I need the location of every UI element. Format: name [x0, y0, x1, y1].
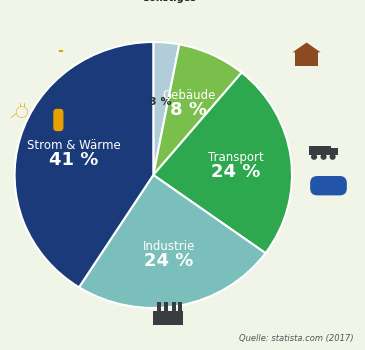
Wedge shape	[153, 42, 179, 175]
FancyBboxPatch shape	[153, 311, 182, 325]
FancyBboxPatch shape	[178, 302, 182, 311]
Text: Industrie: Industrie	[143, 239, 195, 253]
Text: Strom & Wärme: Strom & Wärme	[27, 139, 120, 152]
Wedge shape	[153, 72, 292, 253]
Text: 24 %: 24 %	[211, 163, 261, 181]
FancyBboxPatch shape	[310, 146, 331, 155]
Wedge shape	[79, 175, 265, 308]
Circle shape	[319, 187, 325, 192]
FancyBboxPatch shape	[53, 109, 64, 131]
Circle shape	[331, 187, 337, 192]
Circle shape	[55, 124, 62, 131]
Text: Sonstiges: Sonstiges	[142, 0, 196, 3]
Text: 8 %: 8 %	[170, 101, 207, 119]
Text: 41 %: 41 %	[49, 151, 98, 169]
Circle shape	[320, 154, 327, 160]
Circle shape	[330, 154, 336, 160]
FancyBboxPatch shape	[310, 176, 347, 195]
Text: Quelle: statista.com (2017): Quelle: statista.com (2017)	[239, 334, 354, 343]
Circle shape	[311, 154, 317, 160]
FancyBboxPatch shape	[157, 302, 161, 311]
Polygon shape	[322, 179, 336, 183]
FancyBboxPatch shape	[172, 302, 176, 311]
FancyBboxPatch shape	[303, 59, 310, 66]
FancyBboxPatch shape	[295, 52, 318, 66]
Text: 24 %: 24 %	[144, 252, 193, 270]
Wedge shape	[15, 42, 153, 287]
Text: Gebäude: Gebäude	[162, 89, 215, 102]
FancyBboxPatch shape	[330, 148, 338, 155]
FancyBboxPatch shape	[164, 302, 169, 311]
Text: Transport: Transport	[208, 151, 264, 164]
Text: 3 %: 3 %	[149, 97, 172, 107]
Wedge shape	[153, 44, 242, 175]
Polygon shape	[293, 43, 320, 52]
